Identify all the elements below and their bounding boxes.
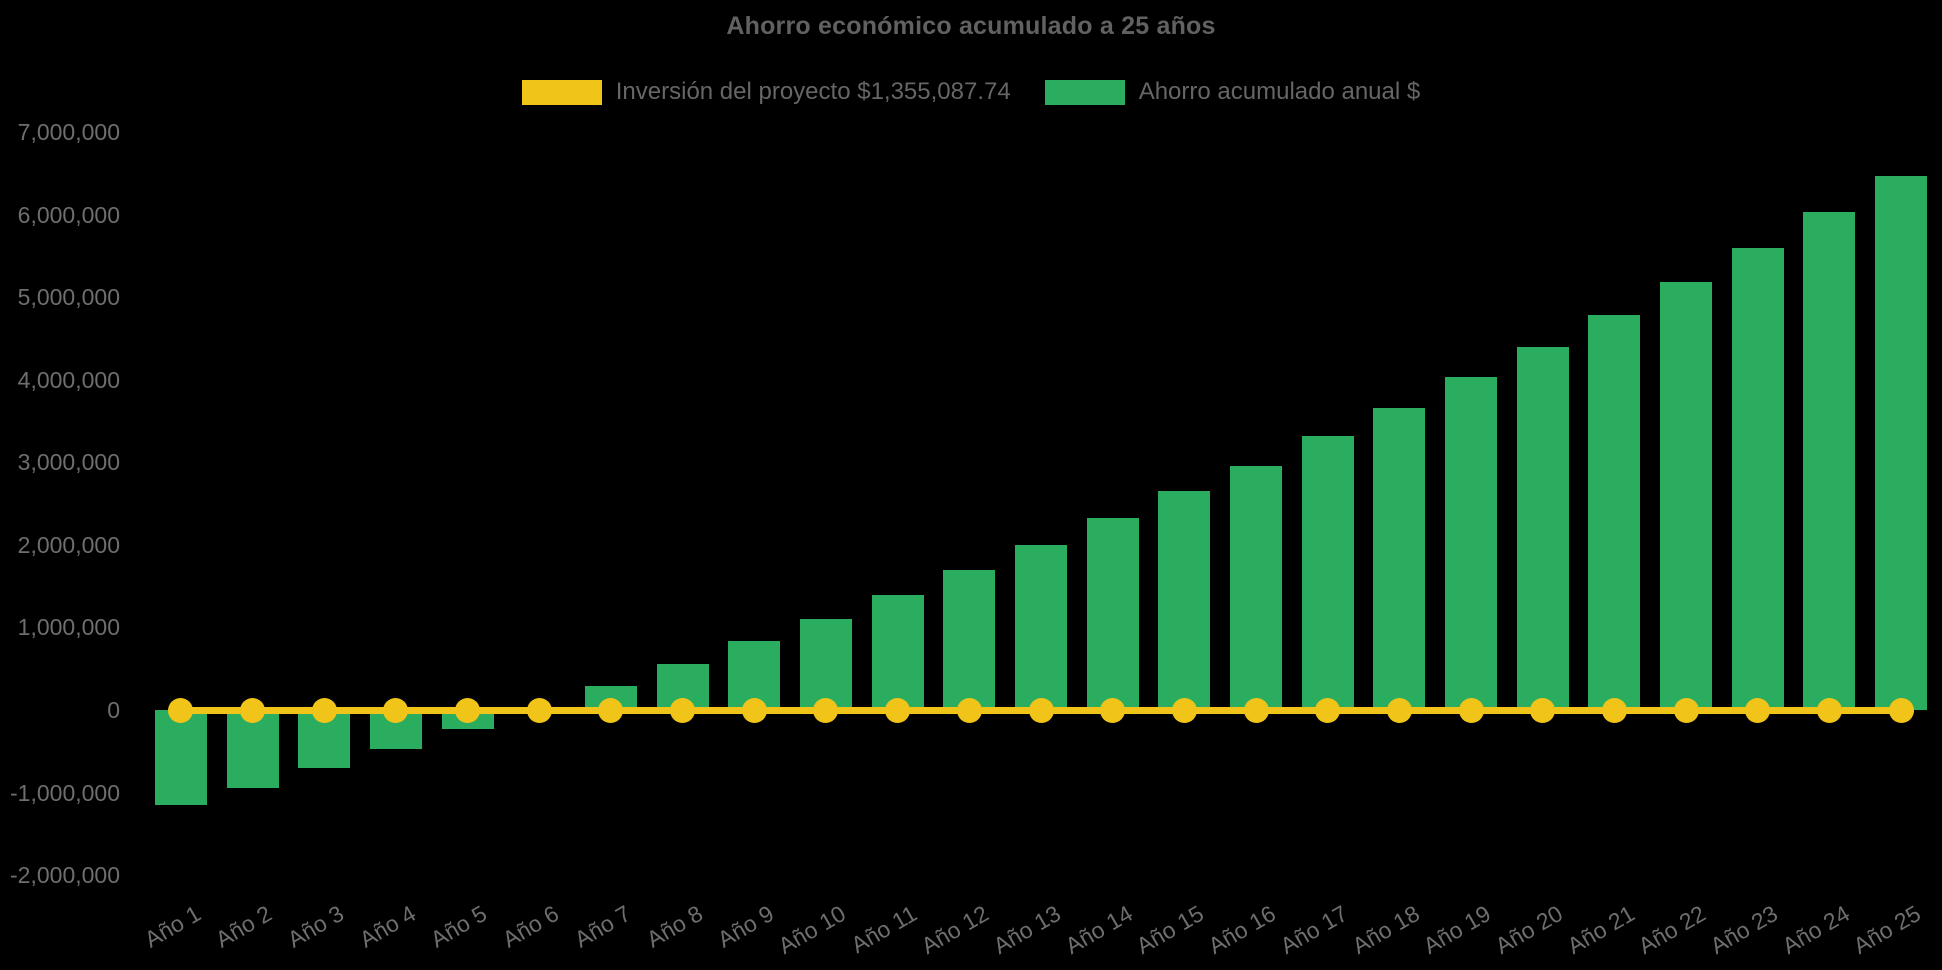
investment-point-ano-18[interactable] bbox=[1386, 697, 1412, 723]
investment-point-ano-6[interactable] bbox=[526, 697, 552, 723]
legend-item-savings[interactable]: Ahorro acumulado anual $ bbox=[1044, 78, 1421, 106]
investment-point-ano-2[interactable] bbox=[240, 697, 266, 723]
x-tick-label-ano-22: Año 22 bbox=[1633, 900, 1711, 959]
bar-ano-11[interactable] bbox=[871, 595, 924, 710]
x-tick-label-ano-15: Año 15 bbox=[1132, 900, 1209, 959]
x-tick-label-ano-16: Año 16 bbox=[1203, 900, 1281, 959]
investment-point-ano-16[interactable] bbox=[1243, 697, 1269, 723]
bar-ano-24[interactable] bbox=[1803, 212, 1856, 710]
x-tick-label-ano-5: Año 5 bbox=[426, 900, 492, 953]
bar-ano-16[interactable] bbox=[1230, 465, 1283, 710]
bar-ano-21[interactable] bbox=[1588, 314, 1641, 710]
bar-ano-17[interactable] bbox=[1301, 435, 1354, 710]
investment-legend-label: Inversión del proyecto $1,355,087.74 bbox=[615, 78, 1011, 105]
x-tick-label-ano-18: Año 18 bbox=[1347, 900, 1424, 959]
y-tick-label: 2,000,000 bbox=[17, 531, 120, 558]
x-tick-label-ano-6: Año 6 bbox=[498, 900, 564, 953]
bar-ano-14[interactable] bbox=[1086, 517, 1139, 710]
investment-point-ano-9[interactable] bbox=[741, 697, 767, 723]
savings-legend-label: Ahorro acumulado anual $ bbox=[1138, 78, 1421, 105]
x-tick-label-ano-17: Año 17 bbox=[1275, 900, 1352, 959]
investment-point-ano-4[interactable] bbox=[383, 697, 409, 723]
investment-point-ano-19[interactable] bbox=[1458, 697, 1484, 723]
x-tick-label-ano-3: Año 3 bbox=[283, 900, 349, 953]
investment-point-ano-23[interactable] bbox=[1745, 697, 1771, 723]
investment-point-ano-1[interactable] bbox=[168, 697, 194, 723]
investment-point-ano-13[interactable] bbox=[1028, 697, 1054, 723]
bar-ano-13[interactable] bbox=[1015, 544, 1067, 710]
x-tick-label-ano-13: Año 13 bbox=[988, 900, 1065, 959]
y-tick-label: 0 bbox=[107, 697, 120, 723]
investment-point-ano-7[interactable] bbox=[598, 697, 624, 723]
x-tick-label-ano-21: Año 21 bbox=[1562, 900, 1639, 959]
y-tick-label: 7,000,000 bbox=[17, 119, 120, 146]
investment-point-ano-8[interactable] bbox=[670, 697, 696, 723]
y-tick-label: 1,000,000 bbox=[17, 614, 120, 641]
x-tick-label-ano-7: Año 7 bbox=[569, 900, 635, 953]
bar-ano-10[interactable] bbox=[799, 619, 852, 710]
bar-ano-20[interactable] bbox=[1516, 346, 1569, 710]
legend-item-investment[interactable]: Inversión del proyecto $1,355,087.74 bbox=[521, 78, 1011, 106]
x-tick-label-ano-19: Año 19 bbox=[1418, 900, 1496, 959]
investment-point-ano-3[interactable] bbox=[311, 697, 337, 723]
x-tick-label-ano-20: Año 20 bbox=[1490, 900, 1567, 959]
bar-ano-22[interactable] bbox=[1660, 281, 1713, 710]
x-tick-label-ano-14: Año 14 bbox=[1060, 900, 1137, 959]
investment-point-ano-14[interactable] bbox=[1100, 697, 1126, 723]
bar-ano-23[interactable] bbox=[1731, 247, 1784, 710]
investment-legend-swatch bbox=[521, 79, 602, 105]
x-tick-label-ano-23: Año 23 bbox=[1705, 900, 1782, 959]
y-tick-label: 6,000,000 bbox=[17, 201, 120, 228]
x-tick-label-ano-10: Año 10 bbox=[773, 900, 850, 959]
investment-point-ano-25[interactable] bbox=[1888, 697, 1914, 723]
x-tick-label-ano-11: Año 11 bbox=[846, 900, 922, 959]
investment-point-ano-22[interactable] bbox=[1673, 697, 1699, 723]
x-tick-label-ano-25: Año 25 bbox=[1849, 900, 1926, 959]
x-tick-label-ano-12: Año 12 bbox=[917, 900, 994, 959]
investment-point-ano-15[interactable] bbox=[1171, 697, 1197, 723]
legend: Inversión del proyecto $1,355,087.74 Aho… bbox=[0, 78, 1942, 106]
x-tick-label-ano-4: Año 4 bbox=[354, 900, 420, 953]
x-tick-label-ano-2: Año 2 bbox=[211, 900, 277, 953]
bar-ano-19[interactable] bbox=[1445, 377, 1498, 710]
investment-point-ano-11[interactable] bbox=[885, 697, 911, 723]
investment-point-ano-24[interactable] bbox=[1816, 697, 1842, 723]
investment-point-ano-21[interactable] bbox=[1601, 697, 1627, 723]
y-tick-label: 5,000,000 bbox=[17, 284, 120, 311]
investment-point-ano-5[interactable] bbox=[455, 697, 481, 723]
investment-point-ano-12[interactable] bbox=[956, 697, 982, 723]
savings-legend-swatch bbox=[1044, 79, 1125, 105]
investment-point-ano-17[interactable] bbox=[1315, 697, 1341, 723]
bar-ano-18[interactable] bbox=[1373, 407, 1426, 710]
bar-ano-2[interactable] bbox=[226, 710, 279, 788]
y-tick-label: 3,000,000 bbox=[17, 449, 120, 476]
y-tick-label: -2,000,000 bbox=[10, 862, 120, 889]
bar-ano-25[interactable] bbox=[1875, 175, 1928, 710]
bar-ano-12[interactable] bbox=[943, 570, 996, 710]
investment-point-ano-20[interactable] bbox=[1530, 697, 1556, 723]
bar-ano-15[interactable] bbox=[1158, 491, 1211, 710]
y-tick-label: 4,000,000 bbox=[17, 366, 120, 393]
investment-point-ano-10[interactable] bbox=[813, 697, 839, 723]
x-tick-label-ano-9: Año 9 bbox=[713, 900, 779, 953]
x-tick-label-ano-24: Año 24 bbox=[1777, 900, 1854, 959]
x-tick-label-ano-8: Año 8 bbox=[641, 900, 707, 953]
bar-ano-1[interactable] bbox=[154, 710, 207, 805]
chart-title: Ahorro económico acumulado a 25 años bbox=[726, 12, 1216, 40]
y-tick-label: -1,000,000 bbox=[10, 779, 120, 806]
x-tick-label-ano-1: Año 1 bbox=[139, 900, 205, 953]
